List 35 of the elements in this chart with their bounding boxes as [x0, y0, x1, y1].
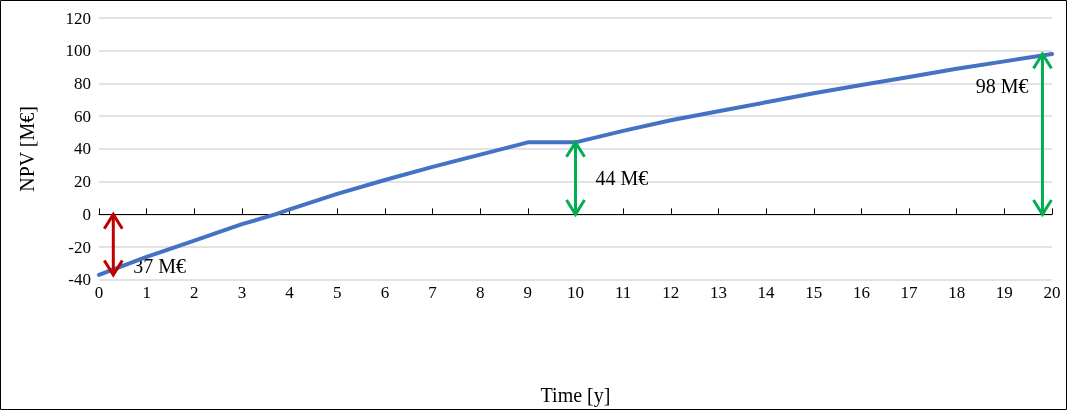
- x-axis-title: Time [y]: [540, 384, 611, 407]
- annotation: 44 M€: [595, 167, 649, 190]
- x-tick-label: 18: [948, 282, 966, 302]
- x-tick-label: 3: [237, 282, 247, 302]
- y-tick-label: 20: [74, 172, 91, 192]
- x-tick-label: 1: [142, 282, 151, 302]
- x-tick-label: 12: [662, 282, 680, 302]
- y-tick-label: 80: [74, 73, 91, 93]
- annotation: 98 M€: [975, 75, 1029, 98]
- x-tick-label: 16: [852, 282, 870, 302]
- y-tick-label: 60: [74, 106, 91, 126]
- y-tick-label: 100: [65, 41, 91, 61]
- x-tick-label: 7: [428, 282, 438, 302]
- y-tick-label: 0: [82, 204, 91, 224]
- x-tick-label: 10: [567, 282, 584, 302]
- x-tick-label: 6: [380, 282, 390, 302]
- y-tick-label: 40: [74, 139, 91, 159]
- y-tick-label: -20: [68, 237, 91, 257]
- x-tick-label: 17: [900, 282, 919, 302]
- line-series: [97, 52, 1054, 277]
- y-axis-title: NPV [M€]: [16, 106, 38, 192]
- x-tick-label: 15: [805, 282, 823, 302]
- x-tick-label: 14: [757, 282, 776, 302]
- x-tick-label: 11: [614, 282, 632, 302]
- y-tick-label: -40: [68, 270, 91, 290]
- x-tick-label: 19: [995, 282, 1013, 302]
- x-tick-label: 4: [285, 282, 295, 302]
- x-tick-label: 2: [190, 282, 199, 302]
- x-tick-label: 0: [94, 282, 104, 302]
- x-tick-label: 20: [1043, 282, 1061, 302]
- x-tick-label: 8: [475, 282, 485, 302]
- x-tick-label: 9: [523, 282, 533, 302]
- x-tick-label: 13: [709, 282, 727, 302]
- y-tick-label: 120: [65, 8, 91, 28]
- x-tick-label: 5: [333, 282, 342, 302]
